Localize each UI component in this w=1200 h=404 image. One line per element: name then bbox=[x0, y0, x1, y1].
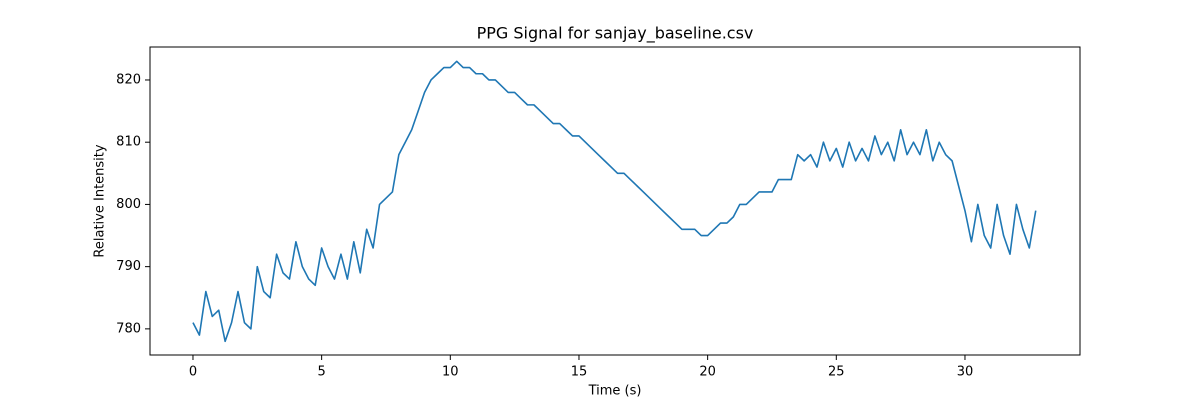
y-tick-label: 810 bbox=[116, 135, 141, 150]
chart-title: PPG Signal for sanjay_baseline.csv bbox=[477, 24, 754, 44]
x-tick-label: 15 bbox=[571, 365, 588, 380]
y-axis-label: Relative Intensity bbox=[93, 144, 108, 257]
plot-frame bbox=[149, 46, 1081, 356]
x-tick-label: 30 bbox=[957, 365, 974, 380]
x-axis-label: Time (s) bbox=[588, 384, 642, 399]
y-tick-label: 780 bbox=[116, 321, 141, 336]
y-tick-label: 820 bbox=[116, 72, 141, 87]
x-tick-label: 0 bbox=[189, 365, 197, 380]
x-tick-label: 20 bbox=[699, 365, 716, 380]
x-tick-label: 5 bbox=[318, 365, 326, 380]
x-tick-label: 10 bbox=[442, 365, 459, 380]
y-tick-label: 800 bbox=[116, 197, 141, 212]
x-tick-label: 25 bbox=[828, 365, 845, 380]
y-tick-label: 790 bbox=[116, 259, 141, 274]
data-line bbox=[192, 60, 1037, 343]
